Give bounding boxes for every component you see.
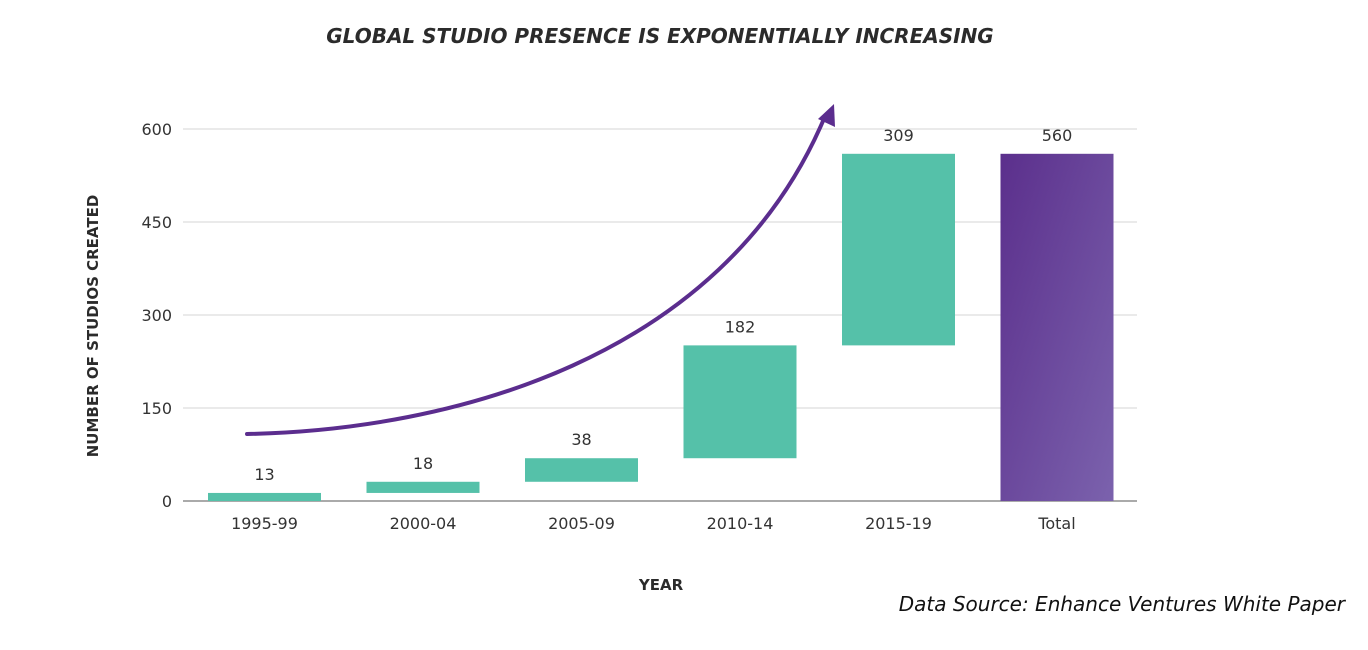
x-tick-label: 2000-04 xyxy=(390,514,457,533)
data-source: Data Source: Enhance Ventures White Pape… xyxy=(899,592,1347,616)
data-label: 38 xyxy=(571,430,591,449)
y-axis-ticks: 0 150 300 450 600 xyxy=(141,120,172,511)
bar-2015-19 xyxy=(842,153,955,346)
y-tick-label: 150 xyxy=(141,399,172,418)
data-label: 182 xyxy=(725,317,756,336)
chart-title: GLOBAL STUDIO PRESENCE IS EXPONENTIALLY … xyxy=(326,24,993,48)
x-tick-label: 2015-19 xyxy=(865,514,932,533)
y-tick-label: 300 xyxy=(141,306,172,325)
y-tick-label: 450 xyxy=(141,213,172,232)
x-tick-label: 1995-99 xyxy=(231,514,298,533)
data-label: 18 xyxy=(413,454,433,473)
growth-arrow-head xyxy=(818,104,835,127)
y-tick-label: 0 xyxy=(162,492,172,511)
y-axis-title: NUMBER OF STUDIOS CREATED xyxy=(84,195,102,458)
bar-2000-04 xyxy=(366,481,480,493)
bar-2010-14 xyxy=(683,345,797,459)
y-tick-label: 600 xyxy=(141,120,172,139)
bar-2005-09 xyxy=(525,458,638,482)
data-label: 13 xyxy=(254,465,274,484)
x-tick-label: Total xyxy=(1037,514,1075,533)
bars xyxy=(208,153,1114,502)
data-labels: 13 18 38 182 309 560 xyxy=(254,126,1072,484)
data-label: 560 xyxy=(1042,126,1073,145)
data-label: 309 xyxy=(883,126,914,145)
x-tick-label: 2010-14 xyxy=(707,514,774,533)
bar-total xyxy=(1000,153,1114,502)
bar-1995-99 xyxy=(208,492,321,501)
x-axis-ticks: 1995-99 2000-04 2005-09 2010-14 2015-19 Total xyxy=(231,514,1076,533)
x-tick-label: 2005-09 xyxy=(548,514,615,533)
x-axis-title: YEAR xyxy=(638,576,684,594)
growth-arrow xyxy=(245,119,825,436)
